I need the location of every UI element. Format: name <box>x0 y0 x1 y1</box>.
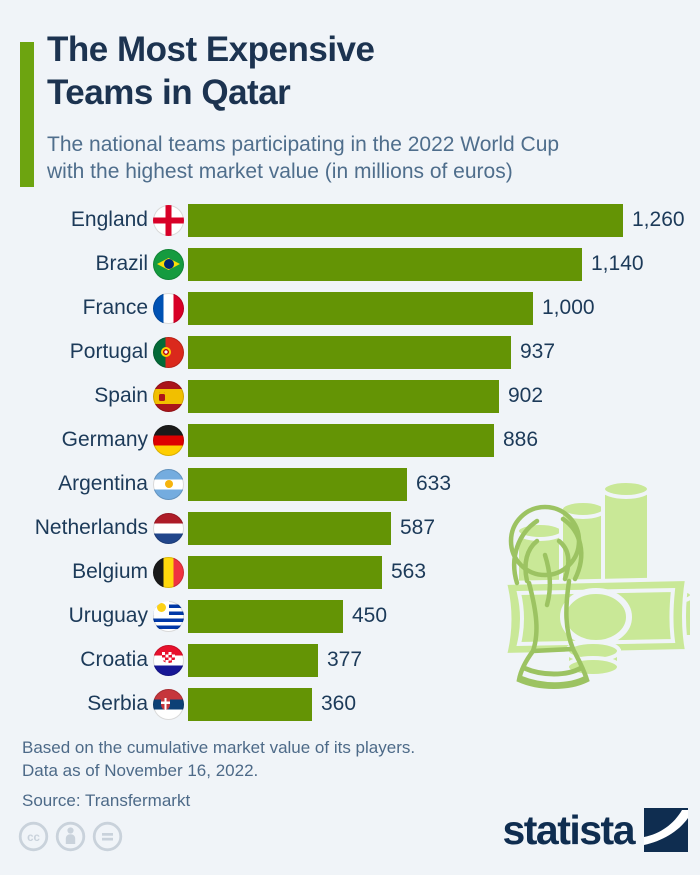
page-subtitle-line-1: The national teams participating in the … <box>47 133 560 156</box>
serbia-flag-icon <box>153 688 184 720</box>
value-label: 563 <box>391 560 427 583</box>
value-label: 1,000 <box>542 296 595 319</box>
team-label: Netherlands <box>34 516 148 539</box>
title-accent-bar <box>20 42 34 187</box>
spain-flag-icon <box>153 380 184 412</box>
team-label: France <box>82 296 148 319</box>
value-bar <box>188 687 312 721</box>
value-bar <box>188 379 499 413</box>
team-label: Serbia <box>87 692 148 715</box>
page-title: The Most Expensive Teams in Qatar <box>47 28 375 114</box>
team-label: Brazil <box>95 252 148 275</box>
team-label: Portugal <box>69 340 148 363</box>
team-label: Uruguay <box>68 604 148 627</box>
value-bar <box>188 203 623 237</box>
bar-track: 377 <box>188 643 700 677</box>
table-row: France 1,000 <box>0 286 700 330</box>
value-bar <box>188 511 391 545</box>
bar-track: 587 <box>188 511 700 545</box>
page-subtitle-line-2: with the highest market value (in millio… <box>47 160 513 183</box>
value-bar <box>188 247 582 281</box>
table-row: Spain 902 <box>0 374 700 418</box>
portugal-flag-icon <box>153 336 184 368</box>
source-line: Source: Transfermarkt <box>22 791 191 810</box>
page-title-line-2: Teams in Qatar <box>47 73 291 112</box>
value-label: 587 <box>400 516 436 539</box>
bar-track: 937 <box>188 335 700 369</box>
value-bar <box>188 599 343 633</box>
bar-chart: England 1,260 Brazil 1,140 France 1,000 … <box>0 198 700 726</box>
value-bar <box>188 643 318 677</box>
statista-logo-mark-icon <box>644 808 688 852</box>
value-label: 377 <box>327 648 363 671</box>
footnote-line-2: Data as of November 16, 2022. <box>22 761 259 780</box>
uruguay-flag-icon <box>153 600 184 632</box>
bar-track: 450 <box>188 599 700 633</box>
bar-track: 360 <box>188 687 700 721</box>
value-label: 937 <box>520 340 556 363</box>
value-bar <box>188 335 511 369</box>
brazil-flag-icon <box>153 248 184 280</box>
trophy-outline-icon <box>508 504 590 689</box>
page-title-line-1: The Most Expensive <box>47 30 375 69</box>
table-row: Brazil 1,140 <box>0 242 700 286</box>
value-label: 886 <box>503 428 539 451</box>
croatia-flag-icon <box>153 644 184 676</box>
table-row: England 1,260 <box>0 198 700 242</box>
argentina-flag-icon <box>153 468 184 500</box>
team-label: Croatia <box>80 648 148 671</box>
bar-track: 1,140 <box>188 247 700 281</box>
value-label: 633 <box>416 472 452 495</box>
table-row: Croatia 377 <box>0 638 700 682</box>
bar-track: 902 <box>188 379 700 413</box>
license-icons[interactable]: cc <box>18 821 123 852</box>
france-flag-icon <box>153 292 184 324</box>
statista-wordmark: statista <box>502 807 635 853</box>
table-row: Argentina 633 <box>0 462 700 506</box>
bar-track: 886 <box>188 423 700 457</box>
value-label: 1,260 <box>632 208 685 231</box>
value-bar <box>188 467 407 501</box>
bar-track: 563 <box>188 555 700 589</box>
table-row: Serbia 360 <box>0 682 700 726</box>
footnote-line-1: Based on the cumulative market value of … <box>22 738 416 757</box>
bar-track: 1,000 <box>188 291 700 325</box>
table-row: Uruguay 450 <box>0 594 700 638</box>
page-subtitle: The national teams participating in the … <box>47 131 559 185</box>
svg-text:cc: cc <box>27 832 40 844</box>
table-row: Belgium 563 <box>0 550 700 594</box>
team-label: England <box>70 208 148 231</box>
value-label: 360 <box>321 692 357 715</box>
bar-track: 633 <box>188 467 700 501</box>
germany-flag-icon <box>153 424 184 456</box>
value-bar <box>188 423 494 457</box>
value-label: 902 <box>508 384 544 407</box>
team-label: Germany <box>61 428 148 451</box>
team-label: Spain <box>94 384 148 407</box>
belgium-flag-icon <box>153 556 184 588</box>
table-row: Netherlands 587 <box>0 506 700 550</box>
value-bar <box>188 291 533 325</box>
table-row: Germany 886 <box>0 418 700 462</box>
team-label: Belgium <box>72 560 148 583</box>
cc-icon[interactable]: cc <box>18 821 49 852</box>
cc-nd-icon[interactable] <box>92 821 123 852</box>
statista-logo[interactable]: statista <box>502 808 688 852</box>
footnotes: Based on the cumulative market value of … <box>22 736 415 812</box>
value-bar <box>188 555 382 589</box>
netherlands-flag-icon <box>153 512 184 544</box>
bar-track: 1,260 <box>188 203 700 237</box>
england-flag-icon <box>153 204 184 236</box>
cc-attribution-icon[interactable] <box>55 821 86 852</box>
table-row: Portugal 937 <box>0 330 700 374</box>
value-label: 1,140 <box>591 252 644 275</box>
value-label: 450 <box>352 604 388 627</box>
team-label: Argentina <box>58 472 148 495</box>
world-cup-trophy-money-illustration <box>502 483 692 689</box>
